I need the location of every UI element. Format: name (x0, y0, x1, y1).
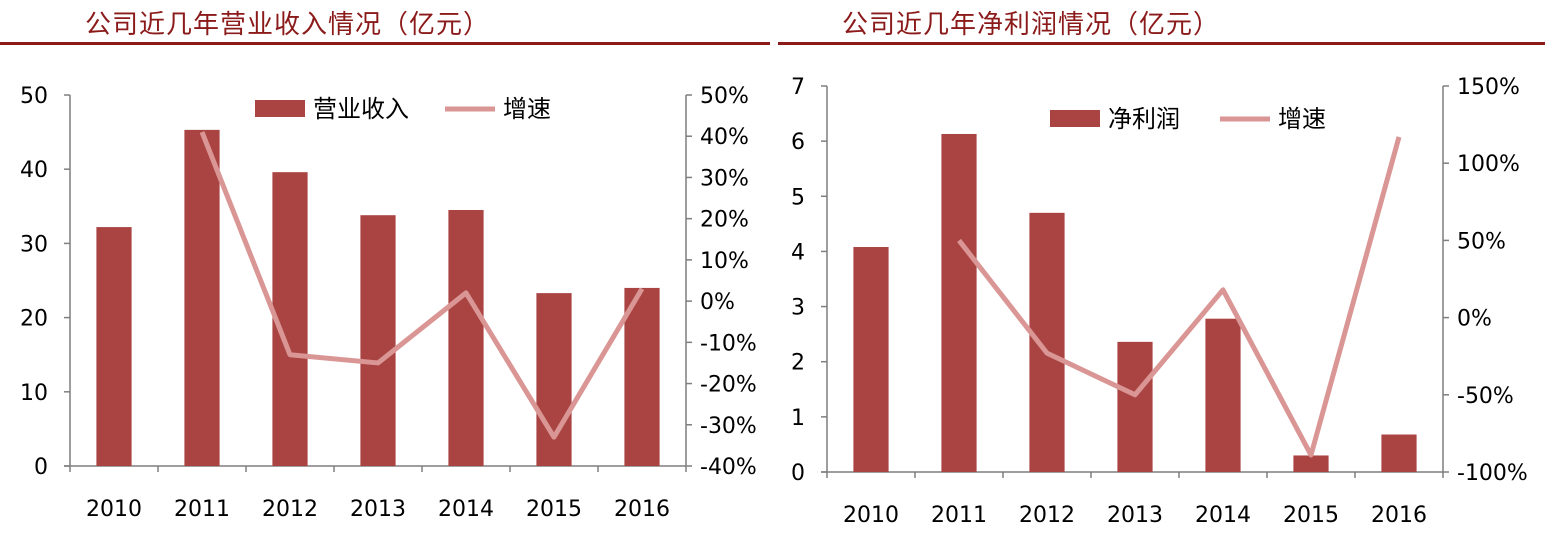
right-y-tick-label: 100% (1457, 152, 1520, 177)
right-y-tick-label: -30% (700, 414, 757, 439)
left-y-tick-label: 6 (791, 130, 805, 155)
left-y-tick-label: 10 (20, 381, 48, 406)
legend-bar-swatch (1050, 110, 1100, 127)
revenue-chart: 0 10 20 30 40 50 -40% -30% -20% -10% 0% 10% 20% 30% 40… (20, 84, 757, 522)
right-y-tick-label: -100% (1457, 461, 1528, 486)
right-y-tick-label: 0% (700, 290, 735, 315)
left-y-tick-label: 3 (791, 296, 805, 321)
left-y-tick-label: 20 (20, 307, 48, 332)
left-y-tick-label: 4 (791, 240, 805, 265)
left-y-tick-label: 30 (20, 232, 48, 257)
x-tick-label: 2015 (526, 497, 582, 522)
right-y-tick-label: -10% (700, 331, 757, 356)
right-y-tick-label: -20% (700, 373, 757, 398)
x-tick-label: 2011 (174, 497, 230, 522)
left-y-tick-label: 7 (791, 75, 805, 100)
x-tick-label: 2014 (438, 497, 494, 522)
bar (1381, 434, 1417, 472)
right-y-tick-label: 0% (1457, 307, 1492, 332)
x-tick-label: 2016 (614, 497, 670, 522)
growth-line (199, 131, 645, 440)
bar (536, 293, 572, 466)
bar (1117, 341, 1153, 472)
x-tick-label: 2012 (1019, 503, 1075, 528)
title-divider (778, 42, 1545, 45)
profit-chart-title: 公司近几年净利润情况（亿元） (842, 10, 1221, 40)
right-y-tick-label: -40% (700, 455, 757, 480)
bar (1293, 455, 1329, 472)
legend-line-label: 增速 (503, 95, 551, 123)
left-y-tick-label: 50 (20, 84, 48, 109)
bar (448, 210, 484, 466)
right-y-tick-label: 30% (700, 166, 749, 191)
right-y-tick-label: 20% (700, 208, 749, 233)
bar (624, 287, 660, 466)
right-y-tick-label: 50% (1457, 229, 1506, 254)
revenue-chart-title: 公司近几年营业收入情况（亿元） (85, 10, 491, 40)
bar (1205, 318, 1241, 472)
x-tick-label: 2016 (1371, 503, 1427, 528)
right-y-tick-label: 50% (700, 84, 749, 109)
right-y-tick-label: 10% (700, 249, 749, 274)
bar (853, 247, 889, 472)
left-y-tick-label: 0 (34, 455, 48, 480)
bar (1029, 212, 1065, 473)
bar (360, 215, 396, 466)
x-tick-label: 2010 (86, 497, 142, 522)
x-tick-label: 2013 (350, 497, 406, 522)
right-y-tick-label: 150% (1457, 75, 1520, 100)
x-tick-label: 2015 (1283, 503, 1339, 528)
legend-bar-label: 营业收入 (313, 95, 409, 123)
bar (184, 129, 220, 466)
legend-bar-label: 净利润 (1108, 105, 1180, 133)
x-tick-label: 2011 (931, 503, 987, 528)
title-divider (0, 42, 770, 45)
legend-line-label: 增速 (1278, 105, 1326, 133)
x-tick-label: 2013 (1107, 503, 1163, 528)
left-y-tick-label: 5 (791, 185, 805, 210)
left-y-tick-label: 1 (791, 406, 805, 431)
right-y-tick-label: 40% (700, 125, 749, 150)
left-y-tick-label: 40 (20, 158, 48, 183)
bar (941, 133, 977, 472)
x-tick-label: 2014 (1195, 503, 1251, 528)
left-y-tick-label: 0 (791, 461, 805, 486)
growth-line (957, 136, 1402, 458)
x-tick-label: 2010 (843, 503, 899, 528)
bar (96, 227, 132, 466)
left-y-tick-label: 2 (791, 351, 805, 376)
x-tick-label: 2012 (262, 497, 318, 522)
legend-bar-swatch (255, 100, 305, 117)
right-y-tick-label: -50% (1457, 384, 1514, 409)
net-profit-chart: 0 1 2 3 4 5 6 7 -100% -50% 0% 50% 100% 150% 2010 2011 20… (791, 75, 1528, 528)
